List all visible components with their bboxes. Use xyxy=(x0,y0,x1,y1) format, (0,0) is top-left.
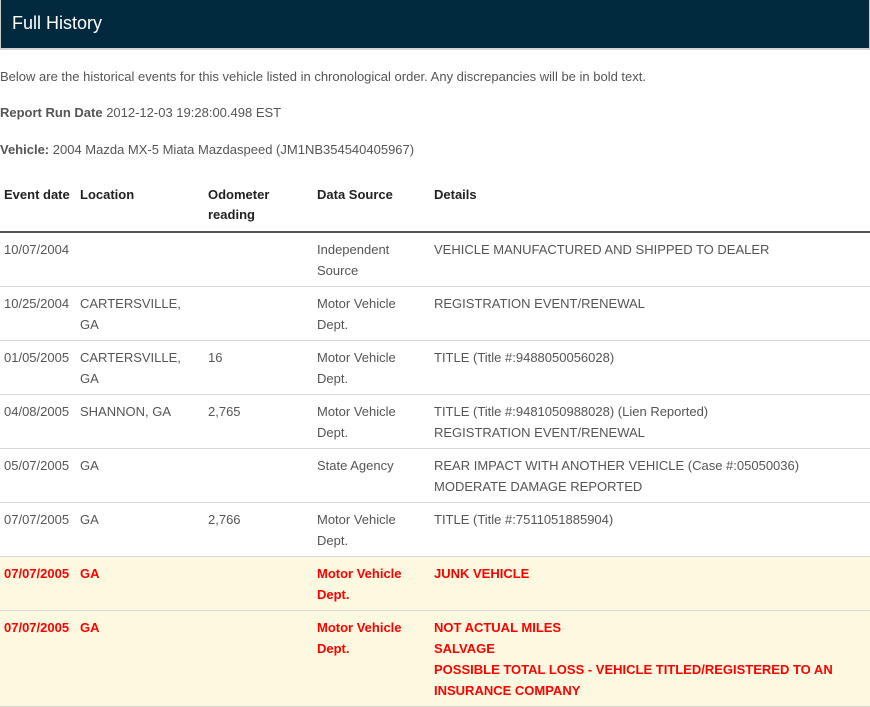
detail-line: TITLE (Title #:7511051885904) xyxy=(434,512,614,527)
report-run-date-value: 2012-12-03 19:28:00.498 EST xyxy=(106,105,282,120)
event-date-cell: 10/25/2004 xyxy=(0,286,76,341)
report-run-date: Report Run Date 2012-12-03 19:28:00.498 … xyxy=(0,105,281,121)
table-row: 07/07/2005 GA Motor Vehicle Dept. JUNK VEHI… xyxy=(0,556,870,611)
detail-line: NOT ACTUAL MILES xyxy=(434,620,562,635)
location-cell xyxy=(76,232,204,287)
detail-line: REGISTRATION EVENT/RENEWAL xyxy=(434,425,645,440)
detail-line: TITLE (Title #:9488050056028) xyxy=(434,350,615,365)
details-cell: TITLE (Title #:9488050056028) xyxy=(430,340,870,395)
detail-line: SALVAGE xyxy=(434,641,495,656)
odometer-cell xyxy=(204,448,313,503)
detail-line: JUNK VEHICLE xyxy=(434,566,530,581)
detail-line: REGISTRATION EVENT/RENEWAL xyxy=(434,296,645,311)
event-date-cell: 01/05/2005 xyxy=(0,340,76,395)
table-row: 07/07/2005 GA Motor Vehicle Dept. NOT ACTUA… xyxy=(0,610,870,707)
report-run-date-label: Report Run Date xyxy=(0,105,103,120)
details-cell: REGISTRATION EVENT/RENEWAL xyxy=(430,286,870,341)
details-cell: TITLE (Title #:7511051885904) xyxy=(430,502,870,557)
details-cell: REAR IMPACT WITH ANOTHER VEHICLE (Case #… xyxy=(430,448,870,503)
data-source-cell: Motor Vehicle Dept. xyxy=(313,394,430,449)
event-date-cell: 05/07/2005 xyxy=(0,448,76,503)
table-header-row: Event date Location Odometer reading Dat… xyxy=(0,183,870,233)
event-date-cell: 10/07/2004 xyxy=(0,232,76,287)
table-row: 05/07/2005 GA State Agency REAR IMPACT WITH… xyxy=(0,448,870,503)
col-event-date: Event date xyxy=(0,183,76,233)
event-date-cell: 04/08/2005 xyxy=(0,394,76,449)
event-date-cell: 07/07/2005 xyxy=(0,556,76,611)
details-cell: VEHICLE MANUFACTURED AND SHIPPED TO DEAL… xyxy=(430,232,870,287)
location-cell: CARTERSVILLE, GA xyxy=(76,340,204,395)
data-source-cell: State Agency xyxy=(313,448,430,503)
intro-text: Below are the historical events for this… xyxy=(0,69,647,84)
table-row: 07/07/2005 GA 2,766 Motor Vehicle Dept. TITL… xyxy=(0,502,870,557)
col-details: Details xyxy=(430,183,870,233)
detail-line: REAR IMPACT WITH ANOTHER VEHICLE (Case #… xyxy=(434,458,800,473)
location-cell: GA xyxy=(76,610,204,707)
vehicle-value: 2004 Mazda MX-5 Miata Mazdaspeed (JM1NB3… xyxy=(52,142,415,157)
history-table: Event date Location Odometer reading Dat… xyxy=(0,183,870,707)
page-header: Full History xyxy=(0,0,870,50)
location-cell: GA xyxy=(76,556,204,611)
table-row: 10/07/2004 Independent Source VEHICLE MANU… xyxy=(0,232,870,287)
col-data-source: Data Source xyxy=(313,183,430,233)
details-cell: JUNK VEHICLE xyxy=(430,556,870,611)
col-location: Location xyxy=(76,183,204,233)
detail-line: POSSIBLE TOTAL LOSS - VEHICLE TITLED/REG… xyxy=(434,662,833,698)
vehicle-info: Vehicle: 2004 Mazda MX-5 Miata Mazdaspee… xyxy=(0,142,414,158)
table-row: 04/08/2005 SHANNON, GA 2,765 Motor Vehicle … xyxy=(0,394,870,449)
details-cell: TITLE (Title #:9481050988028) (Lien Repo… xyxy=(430,394,870,449)
details-cell: NOT ACTUAL MILES SALVAGE POSSIBLE TOTAL LO… xyxy=(430,610,870,707)
odometer-cell: 2,766 xyxy=(204,502,313,557)
event-date-cell: 07/07/2005 xyxy=(0,610,76,707)
odometer-cell xyxy=(204,610,313,707)
odometer-cell: 2,765 xyxy=(204,394,313,449)
data-source-cell: Motor Vehicle Dept. xyxy=(313,340,430,395)
location-cell: CARTERSVILLE, GA xyxy=(76,286,204,341)
event-date-cell: 07/07/2005 xyxy=(0,502,76,557)
detail-line: TITLE (Title #:9481050988028) (Lien Repo… xyxy=(434,404,709,419)
table-row: 10/25/2004 CARTERSVILLE, GA Motor Vehicle … xyxy=(0,286,870,341)
location-cell: GA xyxy=(76,448,204,503)
data-source-cell: Motor Vehicle Dept. xyxy=(313,610,430,707)
odometer-cell xyxy=(204,286,313,341)
table-row: 01/05/2005 CARTERSVILLE, GA 16 Motor Vehicl… xyxy=(0,340,870,395)
data-source-cell: Motor Vehicle Dept. xyxy=(313,556,430,611)
odometer-cell xyxy=(204,232,313,287)
data-source-cell: Motor Vehicle Dept. xyxy=(313,502,430,557)
odometer-cell: 16 xyxy=(204,340,313,395)
data-source-cell: Independent Source xyxy=(313,232,430,287)
odometer-cell xyxy=(204,556,313,611)
vehicle-label: Vehicle: xyxy=(0,142,50,157)
location-cell: GA xyxy=(76,502,204,557)
page-title: Full History xyxy=(12,13,103,33)
detail-line: MODERATE DAMAGE REPORTED xyxy=(434,479,643,494)
detail-line: VEHICLE MANUFACTURED AND SHIPPED TO DEAL… xyxy=(434,242,770,257)
col-odometer: Odometer reading xyxy=(204,183,313,233)
location-cell: SHANNON, GA xyxy=(76,394,204,449)
data-source-cell: Motor Vehicle Dept. xyxy=(313,286,430,341)
